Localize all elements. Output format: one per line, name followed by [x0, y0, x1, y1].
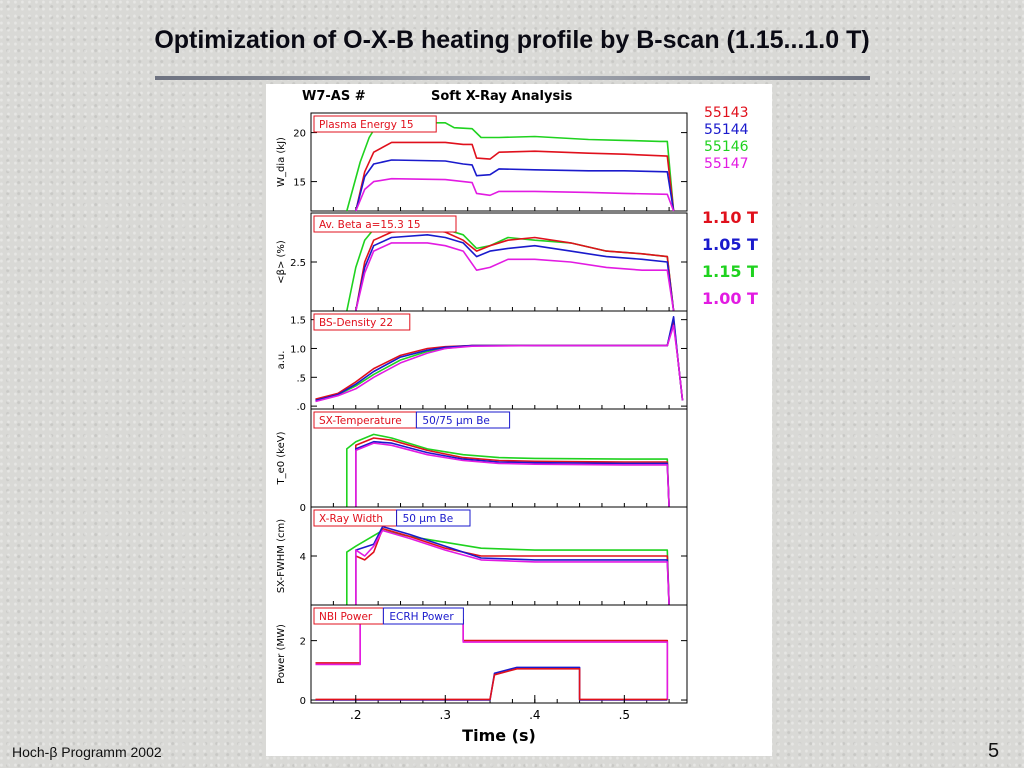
legend-field-2: 1.15 T	[702, 262, 758, 281]
series-line-temperature-2	[355, 440, 670, 508]
ytick-label-temperature-0: 0	[300, 503, 306, 514]
panel-label-box-density	[313, 313, 411, 331]
ytick-label-density-0: 1.5	[290, 316, 306, 327]
series-line-power-3	[315, 668, 668, 701]
xtick-label-2: .4	[529, 708, 540, 722]
chart-header-left: W7-AS #	[302, 89, 366, 104]
series-line-energy-3	[355, 177, 675, 212]
ytick-label-power-1: 0	[300, 696, 306, 707]
panel-label2-power: ECRH Power	[389, 611, 454, 623]
ylabel-beta: <β> (%)	[276, 240, 287, 284]
ytick-label-density-3: .0	[296, 402, 306, 413]
series-line-density-1	[315, 321, 684, 401]
xtick-label-1: .3	[440, 708, 451, 722]
ylabel-power: Power (MW)	[276, 624, 287, 684]
panel-frame-power	[310, 604, 688, 704]
series-line-energy-0	[346, 122, 675, 212]
legend-shot-55146: 55146	[704, 139, 749, 155]
series-line-beta-3	[355, 242, 675, 312]
xlabel: Time (s)	[462, 726, 536, 745]
panel-label2-box-temperature	[415, 411, 511, 429]
ylabel-density: a.u.	[276, 351, 287, 370]
slide-title: Optimization of O-X-B heating profile by…	[154, 26, 870, 54]
title-divider	[155, 76, 870, 80]
footer-program: Hoch-β Programm 2002	[12, 744, 162, 760]
series-line-density-0	[315, 318, 684, 402]
ytick-label-power-0: 2	[300, 637, 306, 648]
series-line-density-2	[315, 316, 684, 402]
legend-field-3: 1.00 T	[702, 289, 758, 308]
series-line-temperature-0	[346, 433, 670, 508]
panel-label-beta: Av. Beta a=15.3 15	[319, 219, 421, 231]
panel-label2-box-power	[382, 607, 464, 625]
series-line-beta-2	[355, 234, 675, 312]
series-line-energy-2	[355, 159, 675, 212]
series-line-temperature-3	[355, 442, 670, 508]
panel-label-box-energy	[313, 115, 437, 133]
series-line-beta-1	[355, 228, 675, 312]
panel-label2-width: 50 μm Be	[403, 513, 454, 525]
legend-shot-55143: 55143	[704, 105, 749, 121]
page-number: 5	[988, 740, 1000, 762]
legend-field-0: 1.10 T	[702, 208, 758, 227]
series-line-energy-1	[355, 141, 675, 212]
xtick-label-3: .5	[619, 708, 630, 722]
panel-label-density: BS-Density 22	[319, 317, 393, 329]
xtick-label-0: .2	[350, 708, 361, 722]
ylabel-energy: W_dia (kJ)	[276, 137, 287, 187]
ytick-label-beta-0: 2.5	[290, 258, 306, 269]
panel-label-temperature: SX-Temperature	[319, 415, 402, 427]
chart-figure: W7-AS # Soft X-Ray Analysis 20 15 W_dia (kJ)…	[266, 84, 772, 756]
panel-label-box-beta	[313, 215, 457, 233]
panel-label2-box-width	[396, 509, 471, 527]
ytick-label-width-0: 4	[300, 552, 306, 563]
ytick-label-density-1: 1.0	[290, 344, 306, 355]
panel-label-power: NBI Power	[319, 611, 373, 623]
panel-frame-energy	[310, 112, 688, 212]
chart-header-right: Soft X-Ray Analysis	[431, 89, 573, 104]
ytick-label-energy-1: 15	[293, 178, 306, 189]
ytick-label-density-2: .5	[296, 373, 306, 384]
panel-label-width: X-Ray Width	[319, 513, 383, 525]
series-line-width-1	[355, 527, 670, 606]
legend-shot-55147: 55147	[704, 156, 749, 172]
series-line-temperature-1	[355, 437, 670, 508]
panel-label2-temperature: 50/75 μm Be	[422, 415, 490, 427]
ytick-label-energy-0: 20	[293, 129, 306, 140]
legend-shot-55144: 55144	[704, 122, 749, 138]
series-line-density-3	[315, 324, 684, 403]
ylabel-temperature: T_e0 (keV)	[276, 431, 287, 485]
series-line-width-0	[346, 529, 670, 606]
series-line-width-2	[355, 525, 670, 606]
legend-field-1: 1.05 T	[702, 235, 758, 254]
panel-label-energy: Plasma Energy 15	[319, 119, 414, 131]
ylabel-width: SX-FWHM (cm)	[276, 519, 287, 593]
series-line-width-3	[355, 529, 670, 606]
